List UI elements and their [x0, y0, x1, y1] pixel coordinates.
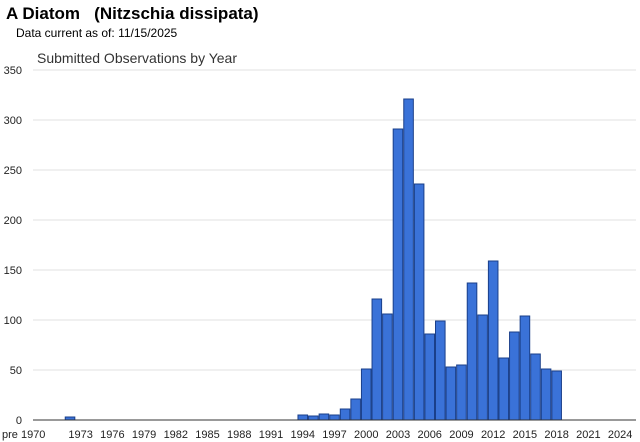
bar-1995 [308, 415, 319, 421]
bar-layer [64, 98, 562, 421]
x-tick-label: 2006 [417, 429, 441, 441]
bar-2002 [382, 313, 393, 421]
y-tick-label: 250 [4, 165, 22, 177]
bar-1996 [318, 413, 330, 421]
x-tick-label: pre 1970 [2, 429, 45, 441]
x-tick-label: 1997 [322, 429, 346, 441]
y-tick-label: 0 [16, 415, 22, 427]
bar-1994 [297, 414, 309, 421]
bar-2014 [509, 331, 520, 421]
common-name: A Diatom [6, 4, 80, 23]
bar-2017 [540, 368, 552, 421]
chart-title: Submitted Observations by Year [37, 50, 237, 66]
x-tick-label: 2024 [608, 429, 632, 441]
bar-2011 [477, 314, 488, 421]
y-tick-label: 50 [10, 365, 22, 377]
page-header: A Diatom (Nitzschia dissipata) Data curr… [6, 4, 259, 40]
x-tick-label: 1994 [291, 429, 315, 441]
y-tick-label: 150 [4, 265, 22, 277]
bar-2016 [530, 353, 541, 421]
bar-2004 [403, 98, 414, 421]
data-current-label: Data current as of: [16, 26, 115, 40]
bar-2003 [392, 128, 404, 421]
page-title: A Diatom (Nitzschia dissipata) [6, 4, 259, 24]
x-tick-label: 2003 [386, 429, 410, 441]
bar-1998 [339, 408, 351, 421]
bar-2018 [551, 370, 562, 421]
x-tick-label: 2012 [481, 429, 505, 441]
x-tick-label: 2021 [576, 429, 600, 441]
bar-1997 [329, 414, 340, 421]
x-tick-label: 1985 [195, 429, 219, 441]
x-tick-label: 2015 [513, 429, 537, 441]
scientific-name: (Nitzschia dissipata) [94, 4, 259, 23]
bar-2009 [456, 364, 467, 421]
y-tick-label: 200 [4, 215, 22, 227]
x-tick-label: 1991 [259, 429, 283, 441]
x-tick-label: 1973 [68, 429, 92, 441]
bar-2008 [445, 366, 457, 421]
axis-layer: 0 50 100 150 200 250 300 350 pre 1970 1973 1976 197… [2, 65, 636, 441]
data-current-date: 11/15/2025 [118, 26, 178, 40]
x-tick-label: 2018 [544, 429, 568, 441]
x-tick-label: 2000 [354, 429, 378, 441]
x-tick-label: 1988 [227, 429, 251, 441]
y-tick-label: 350 [4, 65, 22, 77]
y-tick-label: 100 [4, 315, 22, 327]
x-tick-label: 1979 [132, 429, 156, 441]
bar-2012 [487, 260, 499, 421]
x-tick-label: 1982 [164, 429, 188, 441]
bar-2006 [424, 333, 435, 421]
bar-2013 [498, 357, 510, 421]
y-tick-label: 300 [4, 115, 22, 127]
x-tick-label: 2009 [449, 429, 473, 441]
data-current-note: Data current as of: 11/15/2025 [16, 26, 259, 40]
bar-2015 [519, 315, 531, 421]
bar-2010 [466, 282, 478, 421]
x-tick-label: 1976 [100, 429, 124, 441]
bar-2001 [371, 298, 383, 421]
bar-2005 [413, 183, 425, 421]
bar-2000 [360, 368, 372, 421]
grid-layer [33, 69, 636, 371]
bar-2007 [435, 320, 446, 421]
bar-1999 [350, 398, 361, 421]
